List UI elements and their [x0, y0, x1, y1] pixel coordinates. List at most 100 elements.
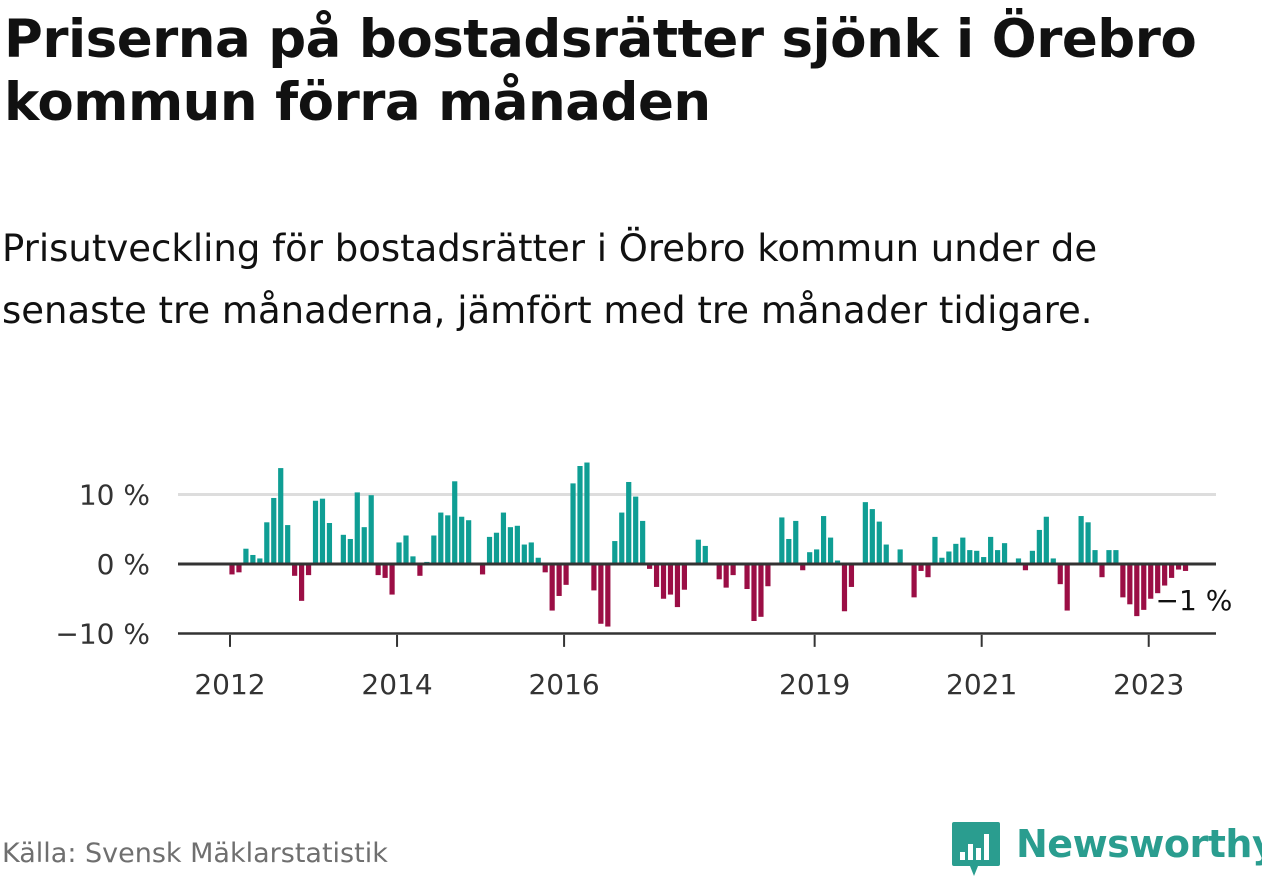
bars: [178, 462, 1216, 627]
bar: [918, 564, 924, 571]
x-tick-label: 2019: [779, 668, 850, 701]
bar: [807, 552, 813, 564]
bar: [417, 564, 423, 576]
annotation-label: −1 %: [1156, 584, 1233, 617]
bar-chart: 10 % 0 % −10 % 2012 2014 2016 2019 2021 2023 −1…: [55, 462, 1235, 701]
bar: [1015, 558, 1022, 564]
bar: [841, 564, 848, 612]
x-tick-label: 2016: [528, 668, 599, 701]
bar: [486, 536, 493, 564]
bar: [459, 516, 465, 564]
bar: [647, 564, 653, 569]
bar: [1182, 564, 1189, 571]
bar: [800, 564, 806, 571]
bar: [305, 564, 312, 576]
bar: [653, 564, 660, 587]
gridlines: [178, 493, 1216, 635]
bar: [257, 558, 263, 564]
source-note: Källa: Svensk Mäklarstatistik: [2, 838, 388, 869]
bar: [1029, 550, 1035, 564]
bar: [319, 498, 326, 564]
bar: [702, 545, 708, 564]
bar: [988, 536, 994, 564]
bar: [695, 539, 701, 564]
x-tick-label: 2012: [194, 668, 265, 701]
bar: [445, 515, 451, 564]
bar: [674, 564, 681, 608]
bar: [1057, 564, 1063, 585]
x-tick-label: 2023: [1113, 668, 1184, 701]
bar: [1141, 564, 1147, 610]
bar: [876, 521, 882, 564]
bar: [1134, 564, 1140, 617]
bar: [995, 550, 1001, 564]
bar: [1106, 550, 1112, 564]
bar: [960, 537, 966, 564]
bar: [834, 560, 841, 564]
bar: [535, 557, 541, 564]
bar: [438, 512, 444, 564]
bar: [591, 564, 597, 591]
bar: [612, 541, 618, 564]
bar: [361, 527, 367, 564]
bar: [452, 481, 458, 564]
bar: [1036, 529, 1042, 564]
bar: [1155, 564, 1161, 594]
bar: [730, 564, 736, 576]
bar: [514, 525, 520, 564]
bar: [605, 564, 611, 627]
bar: [751, 564, 757, 621]
newsworthy-logo: Newsworthy: [950, 818, 1262, 878]
bar: [883, 544, 889, 564]
bar: [382, 564, 388, 578]
bar: [869, 509, 875, 564]
bar: [1022, 564, 1029, 571]
bar: [556, 564, 562, 596]
newsworthy-logo-icon: [952, 822, 1000, 876]
bar: [681, 564, 687, 590]
y-axis-labels: 10 % 0 % −10 %: [55, 479, 150, 651]
bar: [507, 527, 513, 564]
bar: [500, 512, 507, 564]
bar: [897, 549, 903, 564]
bar: [911, 564, 917, 598]
bar: [271, 497, 277, 564]
bar: [549, 564, 555, 611]
bar: [981, 557, 987, 564]
bar: [410, 556, 416, 564]
bar: [1127, 564, 1133, 605]
brand-name: Newsworthy: [1016, 822, 1262, 866]
y-tick-label: 0 %: [97, 548, 150, 581]
bar: [1050, 558, 1056, 564]
bar: [1162, 564, 1168, 586]
x-axis: 2012 2014 2016 2019 2021 2023: [194, 634, 1184, 701]
bar: [521, 544, 527, 564]
bar: [1148, 564, 1154, 599]
bar: [779, 517, 785, 564]
bar: [542, 564, 548, 573]
bar: [667, 564, 674, 595]
bar: [1064, 564, 1070, 611]
y-tick-label: 10 %: [79, 479, 150, 512]
bar: [744, 564, 750, 590]
bar: [1092, 550, 1098, 564]
bar: [1085, 522, 1091, 564]
bar: [479, 564, 486, 575]
bar: [821, 516, 827, 564]
bar: [716, 564, 722, 580]
bar: [243, 548, 249, 564]
bar: [577, 466, 583, 564]
x-tick-label: 2021: [946, 668, 1017, 701]
bar: [640, 520, 646, 564]
bar: [1169, 564, 1175, 578]
bar: [347, 538, 353, 564]
bar: [264, 522, 270, 564]
bar: [354, 492, 360, 564]
page-title: Priserna på bostadsrätter sjönk i Örebro…: [4, 9, 1197, 133]
bar: [1120, 564, 1126, 598]
bar: [598, 564, 604, 624]
bar: [925, 564, 931, 578]
bar: [250, 554, 256, 564]
bar: [236, 564, 242, 573]
bar: [814, 549, 820, 564]
